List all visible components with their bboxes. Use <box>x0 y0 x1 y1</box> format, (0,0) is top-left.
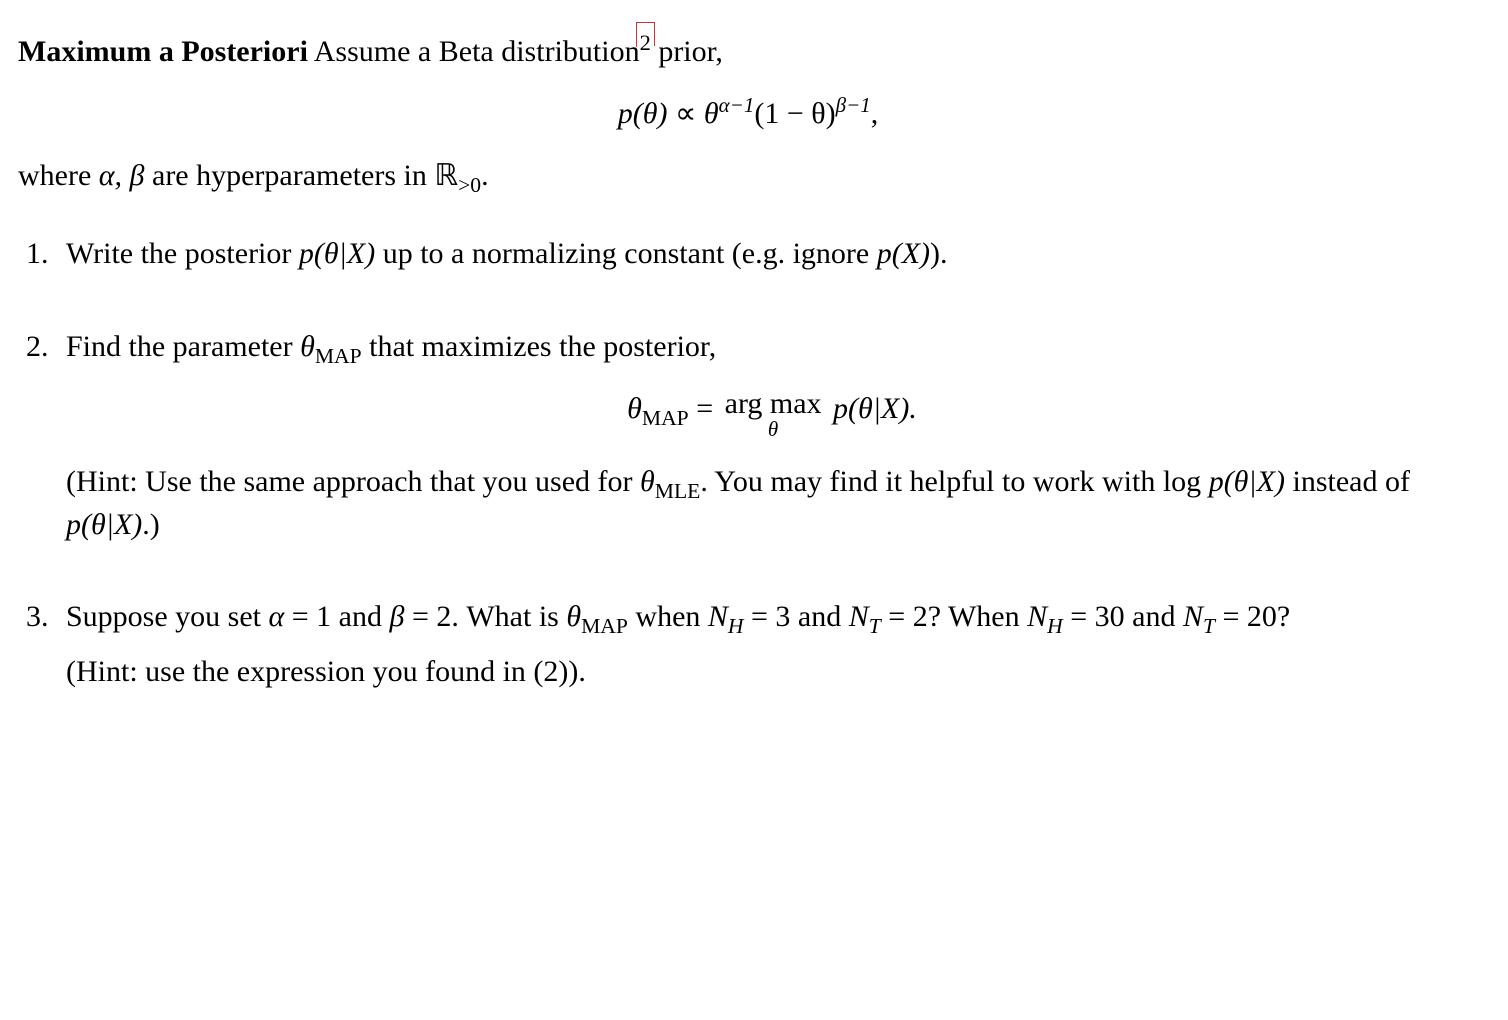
prior-propto: ∝ <box>667 97 703 130</box>
q3-NH: N <box>708 600 728 633</box>
question-2: Find the parameter θMAP that maximizes t… <box>56 327 1478 545</box>
q2-hint-c: instead of <box>1285 465 1410 498</box>
q3-beta: β <box>389 600 404 633</box>
map-eq: = <box>689 392 721 425</box>
q1-c: ). <box>930 237 948 270</box>
q3-eq3: = 3 and <box>744 600 849 633</box>
q2-hint: (Hint: Use the same approach that you us… <box>66 462 1478 545</box>
footnote-marker: 2 <box>640 28 651 58</box>
q3-NT: N <box>849 600 869 633</box>
q2-hint-d: .) <box>142 508 160 541</box>
q3-map-sub: MAP <box>581 614 628 638</box>
prior-exp2: β−1 <box>836 93 871 117</box>
q3-alpha: α <box>269 600 285 633</box>
q3-NH2: N <box>1027 600 1047 633</box>
q2-hint-mle-sub: MLE <box>655 479 701 503</box>
q2-hint-p2: p(θ|X) <box>66 508 142 541</box>
q3-Tsub2: T <box>1203 614 1215 638</box>
q3-Hsub: H <box>728 614 744 638</box>
q1-pX: p(X) <box>877 237 930 270</box>
prior-mid: (1 − θ) <box>754 97 835 130</box>
q3-theta: θ <box>566 600 581 633</box>
prior-theta: θ <box>704 97 719 130</box>
q3-eq4: = 2? When <box>881 600 1027 633</box>
map-lhs-sub: MAP <box>642 406 689 430</box>
argmax-sub: θ <box>725 419 822 440</box>
q1-a: Write the posterior <box>66 237 299 270</box>
q2-theta: θ <box>300 330 315 363</box>
q3-hint: (Hint: use the expression you found in (… <box>66 652 1478 693</box>
q3-eq6: = 20? <box>1215 600 1290 633</box>
q3-eq2: = 2. What is <box>404 600 566 633</box>
section-title-bold: Maximum a Posteriori <box>18 35 308 68</box>
q2-b: that maximizes the posterior, <box>362 330 717 363</box>
map-equation: θMAP = arg maxθ p(θ|X). <box>66 389 1478 440</box>
section-heading: Maximum a Posteriori Assume a Beta distr… <box>18 28 1478 73</box>
q3-NT2: N <box>1183 600 1203 633</box>
section-title-rest-b: prior, <box>651 35 723 68</box>
q3-Hsub2: H <box>1047 614 1063 638</box>
argmax: arg maxθ <box>725 389 822 440</box>
prior-lhs: p(θ) <box>618 97 668 130</box>
hyperparam-sentence: where α, β are hyperparameters in ℝ>0. <box>18 156 1478 200</box>
question-3: Suppose you set α = 1 and β = 2. What is… <box>56 597 1478 693</box>
q2-hint-b: . You may find it helpful to work with l… <box>700 465 1208 498</box>
map-rhs: p(θ|X). <box>826 392 917 425</box>
question-1: Write the posterior p(θ|X) up to a norma… <box>56 234 1478 275</box>
q3-a: Suppose you set <box>66 600 269 633</box>
q1-b: up to a normalizing constant (e.g. ignor… <box>375 237 877 270</box>
question-list: Write the posterior p(θ|X) up to a norma… <box>18 234 1478 693</box>
q3-body: Suppose you set α = 1 and β = 2. What is… <box>66 597 1478 641</box>
argmax-top: arg max <box>725 389 822 419</box>
prior-equation: p(θ) ∝ θα−1(1 − θ)β−1, <box>18 91 1478 135</box>
where-a: where <box>18 159 99 192</box>
q3-Tsub: T <box>869 614 881 638</box>
q2-hint-p1: p(θ|X) <box>1209 465 1285 498</box>
where-b: are hyperparameters in <box>145 159 435 192</box>
where-dot: . <box>481 159 489 192</box>
q2-a: Find the parameter <box>66 330 300 363</box>
where-sub: >0 <box>458 173 481 197</box>
document-page: Maximum a Posteriori Assume a Beta distr… <box>0 0 1508 1020</box>
map-lhs-theta: θ <box>627 392 642 425</box>
q3-b: when <box>628 600 708 633</box>
section-title-rest-a: Assume a Beta distribution <box>308 35 640 68</box>
q3-eq5: = 30 and <box>1063 600 1183 633</box>
q1-posterior: p(θ|X) <box>299 237 375 270</box>
prior-exp1: α−1 <box>719 93 755 117</box>
where-ab: α, β <box>99 159 145 192</box>
prior-tail: , <box>871 97 879 130</box>
where-R: ℝ <box>434 159 458 192</box>
q2-hint-theta: θ <box>640 465 655 498</box>
q3-eq1: = 1 and <box>284 600 389 633</box>
q2-hint-a: (Hint: Use the same approach that you us… <box>66 465 640 498</box>
q2-map-sub: MAP <box>315 344 362 368</box>
